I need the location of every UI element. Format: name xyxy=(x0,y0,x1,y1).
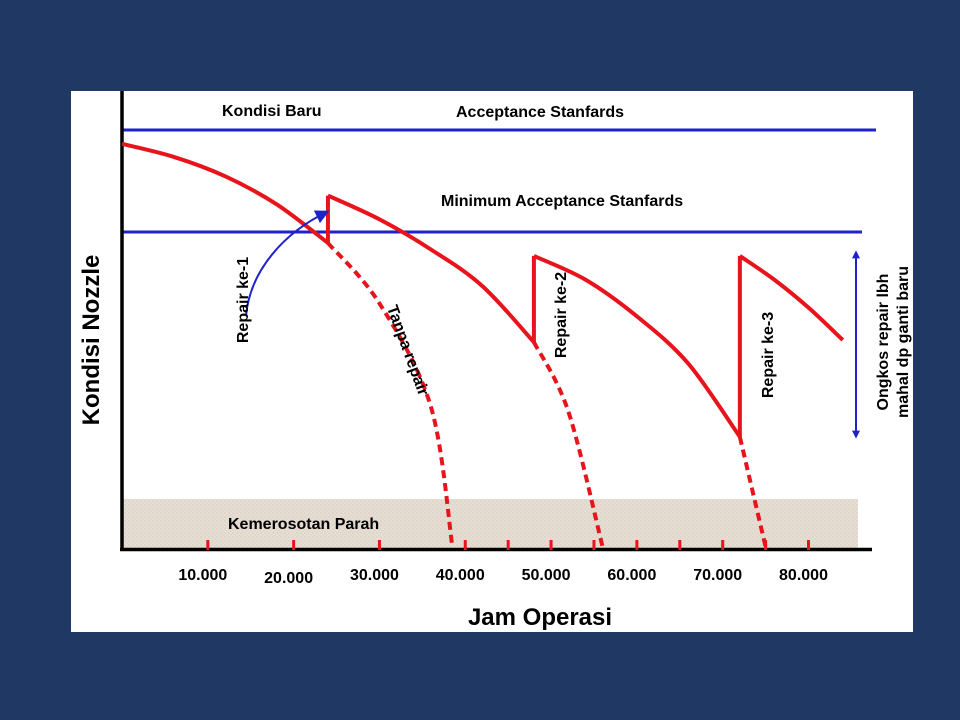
cost-note-line-1: Ongkos repair lbh xyxy=(875,274,892,411)
repair-1-arrow xyxy=(245,210,330,317)
condition-curve-0 xyxy=(121,141,330,245)
severe-band xyxy=(122,499,858,549)
repair-1-label: Repair ke-1 xyxy=(235,257,252,343)
repair-2-label: Repair ke-2 xyxy=(553,272,570,358)
x-tick-label-0: 10.000 xyxy=(178,567,227,584)
no-repair-curve-7 xyxy=(326,241,455,548)
no-repair-curve-8 xyxy=(532,341,605,548)
x-tick-label-7: 80.000 xyxy=(779,567,828,584)
condition-curve-4 xyxy=(533,254,742,439)
condition-curve-2 xyxy=(327,193,536,344)
series xyxy=(121,141,845,548)
x-tick-label-2: 30.000 xyxy=(350,567,399,584)
x-tick-label-6: 70.000 xyxy=(693,567,742,584)
minimum-acceptance-label: Minimum Acceptance Stanfards xyxy=(441,193,683,210)
x-tick-label-1: 20.000 xyxy=(264,570,313,587)
x-tick-label-5: 60.000 xyxy=(607,567,656,584)
severe-band-label: Kemerosotan Parah xyxy=(228,516,379,533)
new-condition-label: Kondisi Baru xyxy=(222,103,322,120)
x-tick-label-4: 50.000 xyxy=(522,567,571,584)
x-axis-label: Jam Operasi xyxy=(468,604,612,631)
cost-note-line-2: mahal dp ganti baru xyxy=(895,266,912,418)
x-ticks xyxy=(206,540,811,550)
x-tick-labels: 10.000 20.000 30.000 40.000 50.000 60.000 70.0… xyxy=(178,567,828,587)
acceptance-standard-label: Acceptance Stanfards xyxy=(456,104,624,121)
y-axis-label: Kondisi Nozzle xyxy=(78,255,105,426)
condition-curve-6 xyxy=(738,254,845,342)
x-tick-label-3: 40.000 xyxy=(436,567,485,584)
no-repair-curve-9 xyxy=(737,436,768,548)
repair-3-label: Repair ke-3 xyxy=(760,312,777,398)
